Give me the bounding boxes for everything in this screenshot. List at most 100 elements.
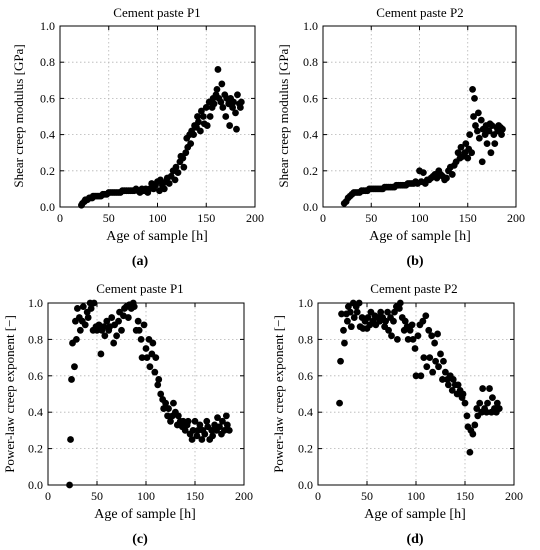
data-point (409, 336, 417, 343)
data-point (135, 326, 143, 334)
data-point (76, 326, 84, 334)
x-tick-label: 50 (91, 489, 103, 503)
data-point (459, 390, 467, 398)
data-point (483, 408, 490, 416)
y-tick-label: 1.0 (303, 19, 318, 33)
data-point (391, 308, 398, 316)
data-point (174, 412, 182, 420)
y-axis-label: Power-law creep exponent [−] (2, 315, 17, 473)
data-point (225, 427, 233, 434)
data-point (219, 104, 227, 111)
data-point (473, 405, 481, 412)
data-point (408, 321, 416, 329)
data-point (154, 381, 162, 389)
x-tick-label: 100 (137, 489, 155, 503)
data-point (73, 336, 80, 343)
x-tick-label: 0 (315, 489, 321, 503)
data-point (195, 118, 202, 126)
data-point (434, 330, 441, 338)
data-point (336, 399, 343, 407)
x-tick-label: 200 (505, 489, 523, 503)
data-point (470, 113, 477, 120)
data-point (138, 354, 146, 361)
data-point (483, 140, 491, 148)
data-point (485, 127, 493, 135)
data-point (464, 154, 472, 162)
data-point (79, 303, 87, 311)
y-tick-label: 1.0 (298, 296, 313, 310)
data-point (428, 332, 436, 340)
data-point (466, 448, 474, 456)
axis-ticks: 0 50 100 150 200 0.0 0.2 0.4 0.6 0.8 1.0 (303, 19, 525, 225)
data-point (454, 149, 462, 157)
y-tick-label: 0.4 (298, 405, 313, 419)
chart-panel-c: Cement paste P1 0 50 100 150 200 0.0 0.2 0.4 0.6… (2, 281, 253, 547)
y-tick-label: 0.2 (28, 442, 43, 456)
data-point (146, 363, 154, 371)
data-point (395, 305, 403, 312)
y-tick-label: 0.8 (40, 55, 55, 69)
data-point (208, 427, 216, 434)
y-tick-label: 0.4 (28, 405, 43, 419)
data-point (377, 308, 385, 316)
data-point (411, 345, 419, 352)
data-point (431, 339, 439, 347)
x-tick-label: 0 (57, 211, 63, 225)
data-point (350, 314, 358, 321)
data-point (219, 417, 226, 425)
data-point (101, 332, 109, 340)
chart-title: Cement paste P2 (370, 281, 457, 296)
data-point (108, 314, 116, 321)
data-point (188, 436, 196, 443)
panel-label: (d) (406, 532, 423, 547)
chart-title: Cement paste P2 (376, 5, 463, 20)
data-point (498, 131, 505, 139)
data-point (67, 436, 74, 443)
data-point (130, 303, 138, 311)
data-point (137, 336, 145, 343)
data-point (406, 326, 414, 334)
data-point (474, 109, 482, 117)
data-point (478, 158, 486, 166)
data-point (419, 169, 427, 177)
data-point (68, 376, 75, 383)
data-point (81, 321, 89, 329)
data-point (388, 332, 395, 340)
data-point (209, 432, 217, 440)
data-point (157, 390, 165, 398)
data-point (412, 372, 420, 380)
data-point (401, 317, 409, 325)
x-axis-label: Age of sample [h] (94, 507, 195, 522)
data-point (479, 385, 487, 392)
data-point (347, 323, 355, 331)
data-point (187, 140, 195, 148)
data-point (198, 436, 206, 443)
data-point (341, 339, 348, 347)
y-tick-label: 0.0 (40, 200, 55, 214)
chart-panel-a: Cement paste P1 0 50 100 150 200 0.0 0.2 0.4 0.6… (11, 5, 264, 269)
data-point (471, 421, 479, 429)
data-point (71, 363, 78, 371)
data-point (210, 100, 218, 108)
data-point (404, 336, 412, 343)
y-tick-label: 1.0 (40, 19, 55, 33)
data-point (234, 91, 241, 99)
data-point (202, 104, 210, 111)
data-point (182, 149, 190, 157)
data-point (471, 95, 478, 102)
data-points (78, 66, 245, 209)
data-point (184, 417, 192, 425)
y-tick-label: 1.0 (28, 296, 43, 310)
data-point (230, 98, 237, 106)
y-tick-label: 0.4 (40, 128, 55, 142)
data-point (140, 321, 148, 329)
data-point (353, 308, 361, 316)
chart-title: Cement paste P1 (96, 281, 183, 296)
data-point (165, 405, 172, 412)
data-point (203, 122, 211, 129)
data-points (336, 299, 503, 456)
data-point (414, 332, 422, 340)
y-tick-label: 0.2 (298, 442, 313, 456)
data-point (165, 180, 173, 187)
data-point (203, 417, 211, 425)
